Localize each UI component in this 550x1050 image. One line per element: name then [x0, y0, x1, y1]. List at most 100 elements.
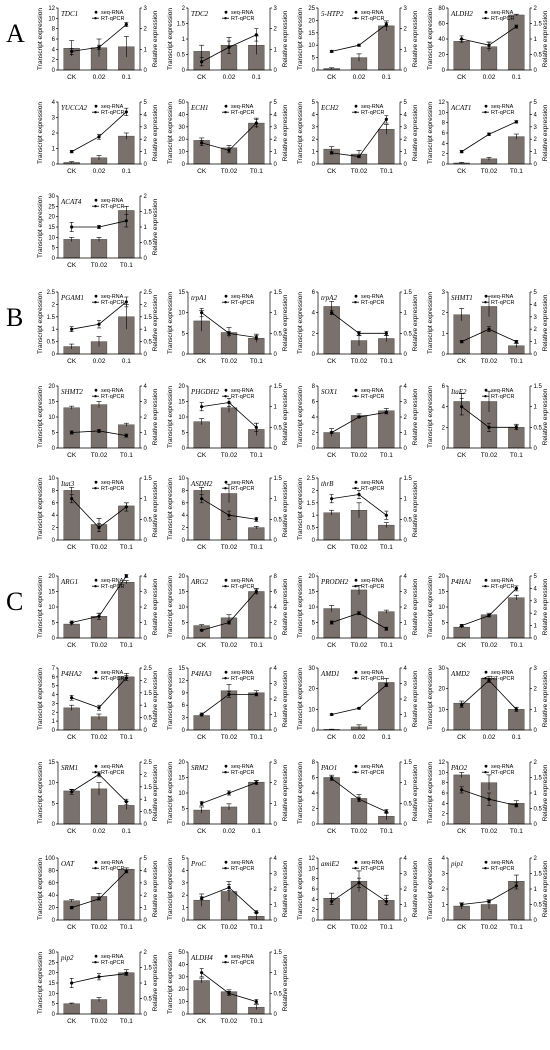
axes-frame — [57, 668, 141, 731]
left-tick-label: 10 — [438, 110, 445, 116]
legend-seqrna-label: seq-RNA — [101, 294, 124, 300]
right-tick-label: 0.5 — [144, 716, 153, 722]
gene-label: ProC — [190, 860, 206, 868]
bar — [118, 972, 135, 1015]
right-tick-label: 0 — [144, 728, 148, 734]
left-tick-label: 0.5 — [177, 53, 186, 59]
bar — [508, 136, 525, 165]
right-tick-label: 3 — [534, 666, 538, 672]
left-tick-label: 20 — [178, 384, 185, 390]
x-tick-label: CK — [67, 168, 77, 175]
data-point — [227, 791, 231, 795]
legend-seqrna-label: seq-RNA — [361, 388, 384, 394]
right-tick-label: 2 — [144, 605, 148, 611]
left-tick-label: 20 — [178, 987, 185, 993]
left-tick-label: 1.5 — [47, 315, 56, 321]
left-tick-label: 4 — [52, 513, 56, 519]
chart-SHMT1: 0 1 2 3 0 1 2 3 4 5 CK T0.02 T0.1 Transcript expressi… — [427, 290, 549, 365]
right-tick-label: 1 — [534, 37, 538, 43]
right-tick-label: 3 — [404, 400, 408, 406]
left-tick-label: 2 — [442, 152, 446, 158]
left-tick-label: 15 — [178, 666, 185, 672]
chart-ARG2: 0 5 10 15 20 0 2 4 6 8 CK T0.02 T0.1 Transcript expre… — [167, 574, 289, 649]
right-tick-label: 3 — [144, 400, 148, 406]
left-tick-label: 0 — [52, 636, 56, 642]
right-tick-label: 0 — [404, 446, 408, 452]
right-tick-label: 3 — [274, 872, 278, 878]
x-tick-label: T0.1 — [510, 452, 523, 459]
data-point — [460, 405, 464, 409]
right-tick-label: 0.5 — [274, 991, 283, 997]
legend-rtqpcr-label: RT-qPCR — [491, 676, 514, 682]
legend-rtqpcr-dot — [94, 111, 97, 114]
x-tick-label: 0.02 — [353, 734, 366, 741]
data-point — [97, 45, 101, 49]
legend-rtqpcr-dot — [94, 677, 97, 680]
bar — [248, 591, 265, 639]
x-tick-label: 0.1 — [512, 734, 521, 741]
legend-rtqpcr-dot — [224, 395, 227, 398]
data-point — [254, 1000, 258, 1004]
right-axis-label: Relative expression — [282, 954, 289, 1011]
left-tick-label: 25 — [48, 960, 55, 966]
left-tick-label: 0 — [442, 918, 446, 924]
left-tick-label: 50 — [178, 950, 185, 956]
axes-frame — [187, 952, 271, 1015]
right-tick-label: 1.5 — [144, 210, 153, 216]
right-tick-label: 1 — [144, 47, 148, 53]
chart-pip2: 0 5 10 15 20 25 30 0 0.5 1 1.5 2 CK T0.02 T0.1 Transcri… — [37, 950, 159, 1025]
right-tick-label: 0 — [144, 636, 148, 642]
x-tick-label: CK — [67, 262, 77, 269]
data-point — [487, 899, 491, 904]
right-tick-label: 0 — [274, 636, 278, 642]
left-tick-label: 2 — [442, 887, 446, 893]
left-tick-label: 0 — [442, 352, 446, 358]
left-tick-label: 2 — [52, 302, 56, 308]
bar — [118, 135, 135, 165]
x-tick-label: 0.02 — [93, 358, 106, 365]
right-tick-label: 0 — [404, 636, 408, 642]
left-tick-label: 5 — [442, 621, 446, 627]
right-tick-label: 3 — [144, 881, 148, 887]
chart-PGAM1: 0 0.5 1 1.5 2 2.5 0 0.5 1 1.5 2 2.5 CK 0.02 0.1 Transcr… — [37, 290, 159, 365]
x-tick-label: CK — [197, 734, 207, 741]
data-point — [124, 110, 128, 114]
x-tick-label: T0.1 — [120, 262, 133, 269]
left-tick-label: 10 — [178, 150, 185, 156]
left-tick-label: 1 — [312, 513, 316, 519]
data-point — [487, 43, 491, 47]
left-tick-label: 0 — [182, 636, 186, 642]
legend-rtqpcr-label: RT-qPCR — [231, 584, 254, 590]
legend-seqrna-label: seq-RNA — [231, 388, 254, 394]
right-tick-label: 1 — [274, 903, 278, 909]
right-axis-label: Relative expression — [152, 860, 159, 917]
right-tick-label: 4 — [404, 112, 408, 118]
legend-seqrna-label: seq-RNA — [491, 578, 514, 584]
left-tick-label: 5 — [52, 684, 56, 690]
right-axis-label: Relative expression — [542, 104, 549, 161]
right-tick-label: 0.5 — [534, 807, 543, 813]
data-point — [487, 614, 491, 618]
bar — [323, 512, 340, 541]
left-axis-label: Transcript expression — [167, 668, 174, 730]
right-tick-label: 1 — [404, 431, 408, 437]
chart-ItaE2: 0 2 4 6 0 0.5 1 1.5 CK T0.02 T0.1 Transcript expres… — [427, 384, 549, 459]
chart-ProC: 0 1 2 3 4 5 0 1 2 3 4 CK T0.02 T0.1 Transcript express… — [167, 856, 289, 931]
right-tick-label: 0.5 — [404, 517, 413, 523]
data-point — [124, 800, 128, 804]
left-tick-label: 40 — [438, 37, 445, 43]
legend-rtqpcr-label: RT-qPCR — [361, 110, 384, 116]
right-tick-label: 4 — [274, 666, 278, 672]
data-point — [70, 150, 74, 154]
right-tick-label: 5 — [274, 100, 278, 106]
data-point — [514, 120, 518, 124]
x-tick-label: T0.02 — [351, 452, 368, 459]
left-tick-label: 5 — [312, 621, 316, 627]
left-tick-label: 0 — [182, 446, 186, 452]
legend-rtqpcr-dot — [224, 867, 227, 870]
data-point — [514, 25, 518, 29]
right-tick-label: 1.5 — [144, 315, 153, 321]
right-tick-label: 0.5 — [404, 801, 413, 807]
right-tick-label: 2 — [534, 687, 538, 693]
left-axis-label: Transcript expression — [167, 858, 174, 920]
